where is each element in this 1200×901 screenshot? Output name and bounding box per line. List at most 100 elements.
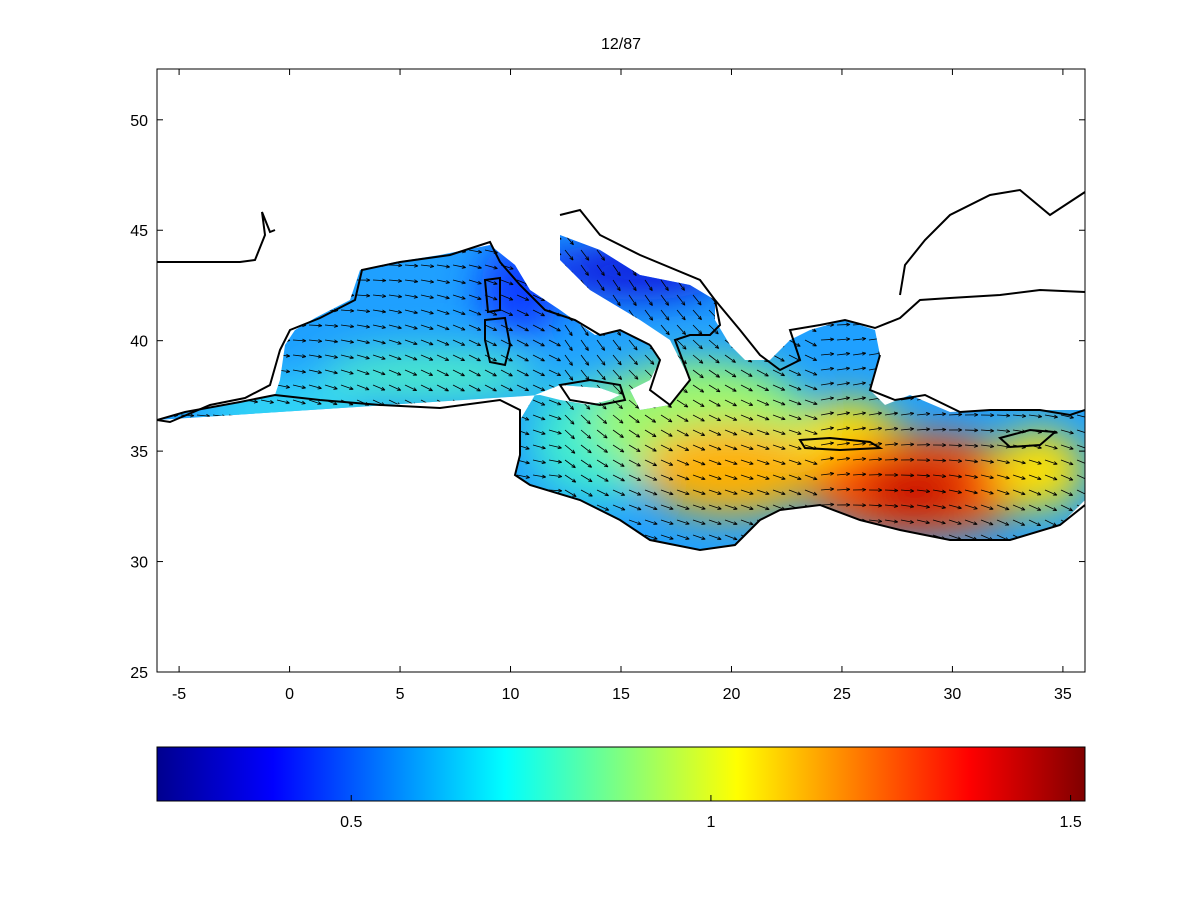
velocity-arrow: [676, 534, 690, 540]
velocity-arrow: [612, 279, 621, 292]
velocity-arrow: [516, 324, 529, 332]
velocity-arrow: [980, 489, 994, 495]
velocity-arrow: [628, 399, 640, 409]
velocity-arrow: [788, 414, 802, 420]
velocity-arrow: [852, 441, 867, 446]
velocity-arrow: [1012, 413, 1027, 418]
y-tick-label: 30: [130, 555, 148, 572]
velocity-arrow: [644, 459, 658, 467]
velocity-arrow: [1076, 459, 1085, 466]
velocity-arrow: [820, 502, 835, 507]
velocity-arrow: [916, 473, 931, 478]
velocity-arrow: [676, 519, 690, 525]
velocity-arrow: [532, 384, 546, 391]
velocity-arrow: [580, 489, 593, 497]
velocity-arrow: [628, 444, 641, 453]
velocity-arrow: [804, 369, 818, 376]
velocity-arrow: [644, 294, 653, 306]
velocity-arrow: [324, 323, 339, 328]
velocity-arrow: [996, 413, 1011, 418]
velocity-arrow: [260, 399, 274, 404]
velocity-arrow: [436, 369, 449, 377]
velocity-arrow: [676, 294, 686, 306]
velocity-arrow: [484, 324, 498, 331]
velocity-arrow: [756, 504, 770, 511]
velocity-arrow: [564, 369, 574, 381]
coastline-crete: [798, 436, 884, 452]
velocity-arrow: [292, 369, 307, 374]
velocity-arrow: [516, 384, 529, 392]
velocity-arrow: [1028, 414, 1043, 419]
velocity-arrow: [964, 519, 978, 526]
velocity-arrow: [388, 263, 403, 268]
velocity-arrow: [740, 474, 754, 480]
velocity-arrow: [788, 489, 802, 496]
velocity-arrow: [580, 339, 589, 351]
velocity-arrow: [420, 354, 434, 361]
velocity-arrow: [276, 384, 290, 389]
velocity-arrow: [676, 474, 690, 481]
velocity-arrow: [772, 429, 786, 435]
velocity-arrow: [708, 459, 722, 466]
velocity-arrow: [340, 384, 354, 390]
velocity-arrow: [820, 411, 835, 416]
velocity-arrow: [1028, 504, 1042, 511]
velocity-arrow: [324, 354, 338, 359]
velocity-arrow: [932, 519, 946, 525]
velocity-arrow: [612, 504, 626, 511]
velocity-arrow: [420, 279, 435, 284]
velocity-arrow: [628, 504, 642, 511]
velocity-arrow: [852, 487, 867, 492]
velocity-arrow: [980, 459, 995, 464]
y-tick-label: 50: [130, 113, 148, 130]
velocity-arrow: [1060, 429, 1074, 435]
velocity-arrow: [628, 369, 639, 380]
velocity-arrow: [772, 459, 786, 465]
colorbar-tick-label: 0.5: [340, 814, 362, 831]
velocity-arrow: [900, 442, 915, 447]
velocity-arrow: [820, 441, 835, 446]
velocity-arrow: [868, 488, 883, 493]
velocity-arrow: [868, 411, 883, 416]
velocity-arrow: [548, 399, 562, 406]
velocity-arrow: [356, 309, 371, 314]
velocity-arrow: [564, 399, 575, 411]
velocity-arrow: [660, 459, 674, 466]
velocity-arrow: [628, 519, 642, 526]
velocity-arrow: [692, 309, 702, 321]
velocity-arrow: [468, 324, 482, 331]
velocity-arrow: [996, 474, 1010, 480]
velocity-arrow: [532, 369, 545, 377]
velocity-arrow: [644, 534, 658, 540]
velocity-arrow: [740, 504, 754, 510]
velocity-arrow: [612, 264, 621, 277]
velocity-arrow: [692, 519, 706, 525]
velocity-arrow: [548, 339, 561, 347]
velocity-arrow: [548, 444, 562, 450]
velocity-arrow: [980, 444, 995, 449]
velocity-arrow: [404, 339, 418, 345]
velocity-arrow: [660, 414, 673, 423]
velocity-arrow: [996, 429, 1011, 433]
velocity-arrow: [388, 294, 403, 299]
velocity-arrow: [708, 534, 722, 541]
velocity-arrow: [628, 294, 637, 307]
velocity-arrow: [788, 384, 802, 391]
velocity-arrow: [820, 456, 835, 461]
velocity-arrow: [612, 354, 622, 366]
velocity-arrow: [436, 279, 450, 284]
velocity-arrow: [836, 396, 851, 401]
velocity-arrow: [644, 504, 658, 511]
velocity-arrow: [836, 337, 851, 342]
velocity-arrow: [644, 444, 657, 452]
velocity-arrow: [500, 369, 513, 377]
coastline-cyprus: [997, 428, 1058, 449]
velocity-arrow: [772, 384, 786, 391]
velocity-arrow: [660, 489, 674, 496]
velocity-arrow: [676, 414, 689, 422]
velocity-arrow: [692, 474, 706, 481]
velocity-arrow: [868, 457, 883, 462]
y-axis: 25 30 35 40 45 50: [130, 113, 1085, 682]
velocity-arrow: [516, 309, 530, 317]
velocity-arrow: [756, 399, 770, 406]
